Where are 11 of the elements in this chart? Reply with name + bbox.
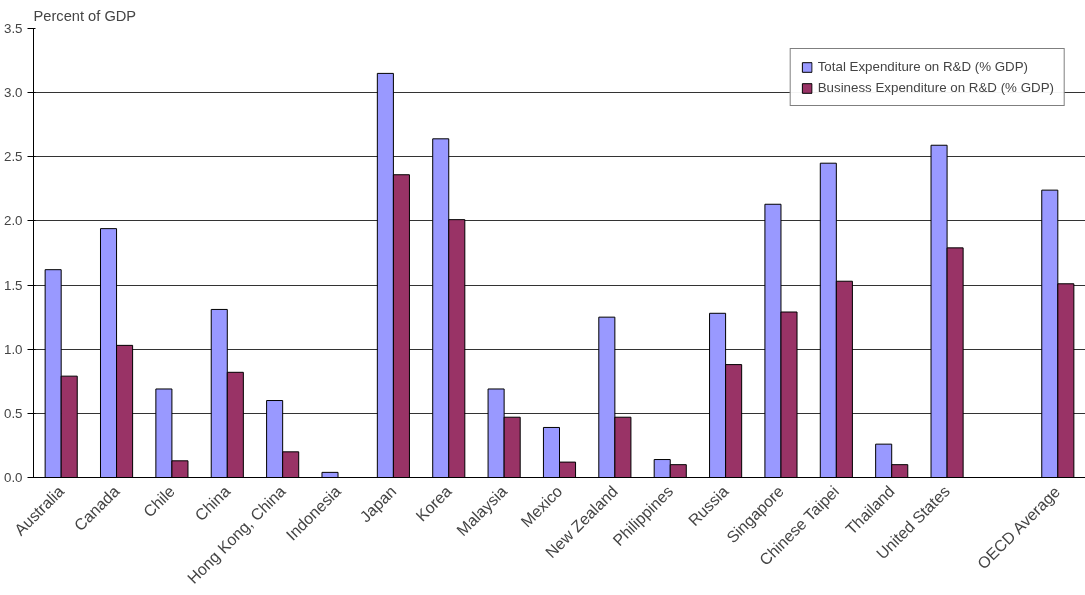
y-tick-label: 2.0 (3, 213, 23, 229)
legend-label: Business Expenditure on R&D (% GDP) (817, 80, 1054, 95)
legend-label: Total Expenditure on R&D (% GDP) (817, 59, 1029, 74)
y-tick-label: 0.0 (3, 470, 23, 485)
y-tick-label: 1.5 (3, 277, 23, 293)
y-tick-label: 3.0 (3, 85, 23, 101)
y-tick-label: 3.5 (3, 21, 23, 36)
y-tick-label: 0.5 (3, 405, 23, 421)
y-tick-label: 1.0 (3, 341, 23, 357)
y-tick-label: 2.5 (3, 149, 23, 165)
y-axis-title: Percent of GDP (33, 7, 137, 24)
